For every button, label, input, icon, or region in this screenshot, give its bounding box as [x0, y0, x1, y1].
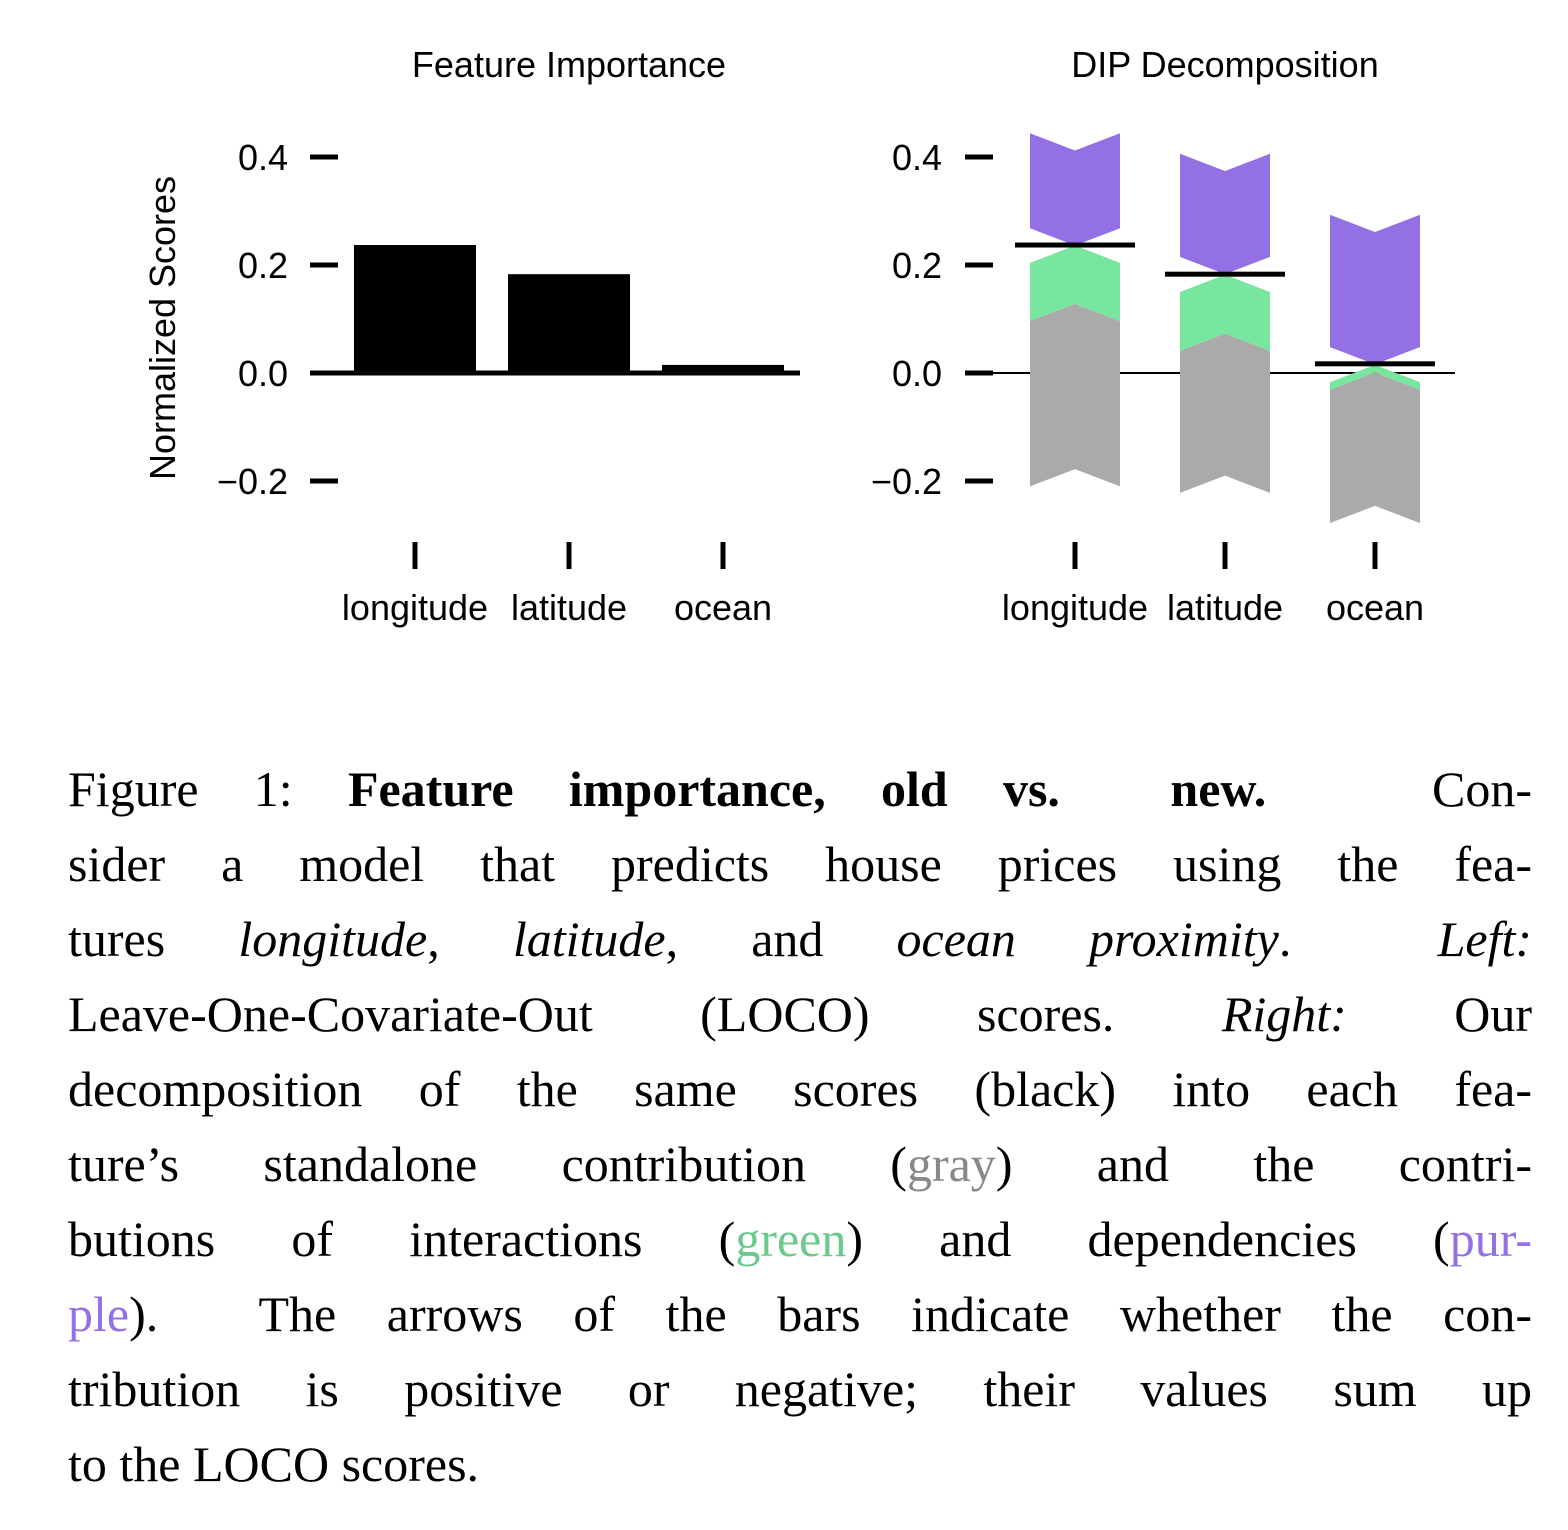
caption-text: Right: [1221, 986, 1347, 1042]
x-tick-label: ocean [674, 587, 772, 628]
y-tick [965, 478, 993, 484]
y-tick [310, 262, 338, 268]
caption-text: ) and the contri- [995, 1136, 1533, 1192]
caption-text: ture’s standalone contribution ( [68, 1136, 907, 1192]
caption-text: Leave-One-Covariate-Out (LOCO) scores. [68, 986, 1222, 1042]
y-tick [310, 478, 338, 484]
caption-line: to the LOCO scores. [68, 1427, 1532, 1502]
x-tick-label: latitude [511, 587, 627, 628]
y-tick-label: 0.0 [238, 353, 288, 394]
standalone-arrow-longitude [1030, 303, 1120, 487]
x-tick-label: longitude [1002, 587, 1148, 628]
caption-text: green [735, 1211, 847, 1267]
loco-marker-latitude [1165, 271, 1285, 277]
caption-text: Con- [1266, 761, 1532, 817]
figure: Feature Importance 0.4 0.2 0.0 −0.2 longitude… [142, 44, 1455, 628]
y-tick-label: −0.2 [871, 461, 942, 502]
y-tick [310, 154, 338, 160]
caption-line: Figure 1: Feature importance, old vs. ne… [68, 752, 1532, 827]
x-tick [1222, 542, 1228, 569]
x-tick [1072, 542, 1078, 569]
loco-marker-longitude [1015, 242, 1135, 248]
caption-text: , and [665, 911, 897, 967]
y-tick [965, 154, 993, 160]
x-tick [412, 542, 418, 569]
feature-importance-chart: Feature Importance 0.4 0.2 0.0 −0.2 longitude… [142, 44, 800, 628]
caption-text: Our [1346, 986, 1533, 1042]
caption-text: to the LOCO scores. [68, 1436, 480, 1492]
y-tick-label: 0.4 [892, 137, 942, 178]
caption-text: pur- [1449, 1211, 1532, 1267]
y-tick-label: 0.4 [238, 137, 288, 178]
y-tick [965, 370, 993, 376]
caption-line: sider a model that predicts house prices… [68, 827, 1532, 902]
dependency-arrow-latitude [1180, 153, 1270, 275]
y-tick-label: 0.2 [238, 245, 288, 286]
bar-ocean [662, 364, 784, 376]
caption-text: latitude [512, 911, 666, 967]
caption-text: tribution is positive or negative; their… [68, 1361, 1532, 1417]
caption-text: gray [906, 1136, 996, 1192]
standalone-arrow-latitude [1180, 333, 1270, 493]
caption-line: ple). The arrows of the bars indicate wh… [68, 1277, 1532, 1352]
caption-text: ). The arrows of the bars indicate wheth… [129, 1286, 1532, 1342]
caption-text: ocean proximity [896, 911, 1279, 967]
y-tick-label: −0.2 [217, 461, 288, 502]
standalone-arrow-ocean [1330, 372, 1420, 524]
x-tick-label: longitude [342, 587, 488, 628]
y-tick-label: 0.2 [892, 245, 942, 286]
caption-text: longitude [238, 911, 428, 967]
y-axis-label: Normalized Scores [142, 176, 183, 480]
x-tick-label: latitude [1167, 587, 1283, 628]
loco-marker-ocean [1315, 361, 1435, 367]
caption-line: Leave-One-Covariate-Out (LOCO) scores. R… [68, 977, 1532, 1052]
caption-text: Feature importance, old vs. new. [347, 761, 1267, 817]
caption-text: ple [68, 1286, 130, 1342]
caption-line: decomposition of the same scores (black)… [68, 1052, 1532, 1127]
caption-text: , [427, 911, 513, 967]
caption-text: Figure 1: [68, 761, 348, 817]
dependency-arrow-ocean [1330, 214, 1420, 365]
y-tick-label: 0.0 [892, 353, 942, 394]
interaction-arrow-latitude [1180, 274, 1270, 351]
bar-longitude [354, 245, 476, 376]
caption-text: tures [68, 911, 239, 967]
y-tick [965, 262, 993, 268]
x-tick [720, 542, 726, 569]
caption-text: butions of interactions ( [68, 1211, 736, 1267]
caption-line: tures longitude, latitude, and ocean pro… [68, 902, 1532, 977]
figure-caption: Figure 1: Feature importance, old vs. ne… [68, 752, 1532, 1502]
caption-text: sider a model that predicts house prices… [68, 836, 1532, 892]
interaction-arrow-ocean [1330, 364, 1420, 390]
interaction-arrow-longitude [1030, 245, 1120, 322]
caption-text: Left: [1437, 911, 1533, 967]
bar-latitude [508, 274, 630, 376]
chart-title: DIP Decomposition [1071, 44, 1378, 85]
caption-line: butions of interactions (green) and depe… [68, 1202, 1532, 1277]
caption-text: decomposition of the same scores (black)… [68, 1061, 1532, 1117]
caption-text: ) and dependencies ( [846, 1211, 1450, 1267]
dependency-arrow-longitude [1030, 133, 1120, 246]
caption-text: . [1278, 911, 1438, 967]
dip-decomposition-chart: DIP Decomposition 0.4 0.2 0.0 −0.2 longitude l… [871, 44, 1455, 628]
x-tick [1372, 542, 1378, 569]
x-tick [566, 542, 572, 569]
chart-title: Feature Importance [412, 44, 726, 85]
caption-line: tribution is positive or negative; their… [68, 1352, 1532, 1427]
x-tick-label: ocean [1326, 587, 1424, 628]
caption-line: ture’s standalone contribution (gray) an… [68, 1127, 1532, 1202]
